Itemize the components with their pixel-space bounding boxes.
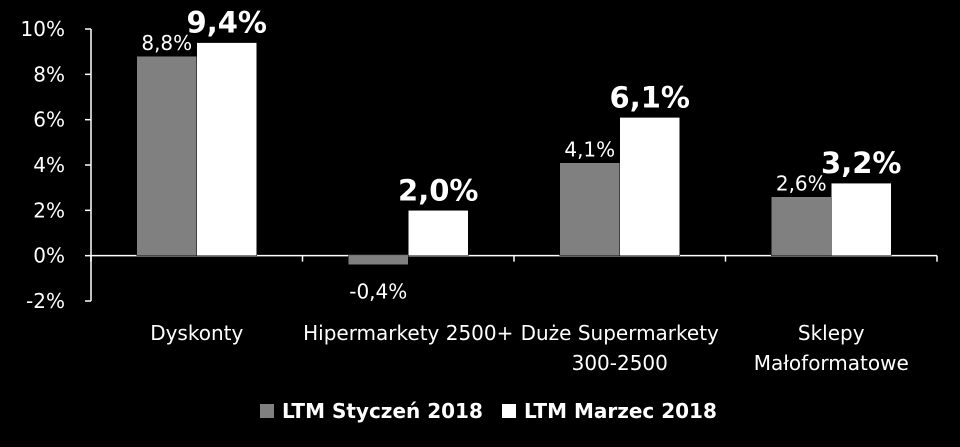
category-label: 300-2500 (572, 351, 668, 375)
bar-ltm-styczen (348, 255, 409, 265)
y-tick-label: 10% (21, 17, 65, 41)
bar-ltm-marzec (619, 117, 680, 256)
data-label-styczen: 8,8% (141, 31, 192, 55)
y-tick-label: -2% (26, 289, 65, 313)
category-label: Hipermarkety 2500+ (303, 321, 513, 345)
legend-label: LTM Marzec 2018 (524, 399, 717, 423)
data-label-marzec: 6,1% (610, 80, 690, 114)
bar-ltm-styczen (771, 196, 832, 256)
data-label-marzec: 3,2% (821, 146, 901, 180)
legend-label: LTM Styczeń 2018 (282, 399, 483, 423)
y-tick-label: 0% (33, 244, 65, 268)
data-label-styczen: 4,1% (564, 138, 615, 162)
y-tick-label: 8% (33, 62, 65, 86)
data-label-marzec: 2,0% (398, 173, 478, 207)
data-label-marzec: 9,4% (187, 6, 267, 40)
bar-ltm-marzec (408, 210, 469, 256)
legend-swatch (502, 404, 516, 418)
category-label: Małoformatowe (754, 351, 909, 375)
bar-ltm-styczen (559, 162, 620, 256)
bar-ltm-styczen (136, 55, 197, 256)
legend-swatch (260, 404, 274, 418)
y-tick-label: 6% (33, 108, 65, 132)
category-label: Duże Supermarkety (521, 321, 719, 345)
category-label: Sklepy (798, 321, 865, 345)
bar-ltm-marzec (196, 42, 257, 256)
data-label-styczen: -0,4% (349, 280, 407, 304)
y-tick-label: 4% (33, 153, 65, 177)
data-label-styczen: 2,6% (776, 172, 827, 196)
category-label: Dyskonty (150, 321, 243, 345)
y-tick-label: 2% (33, 198, 65, 222)
bar-ltm-marzec (831, 182, 892, 256)
